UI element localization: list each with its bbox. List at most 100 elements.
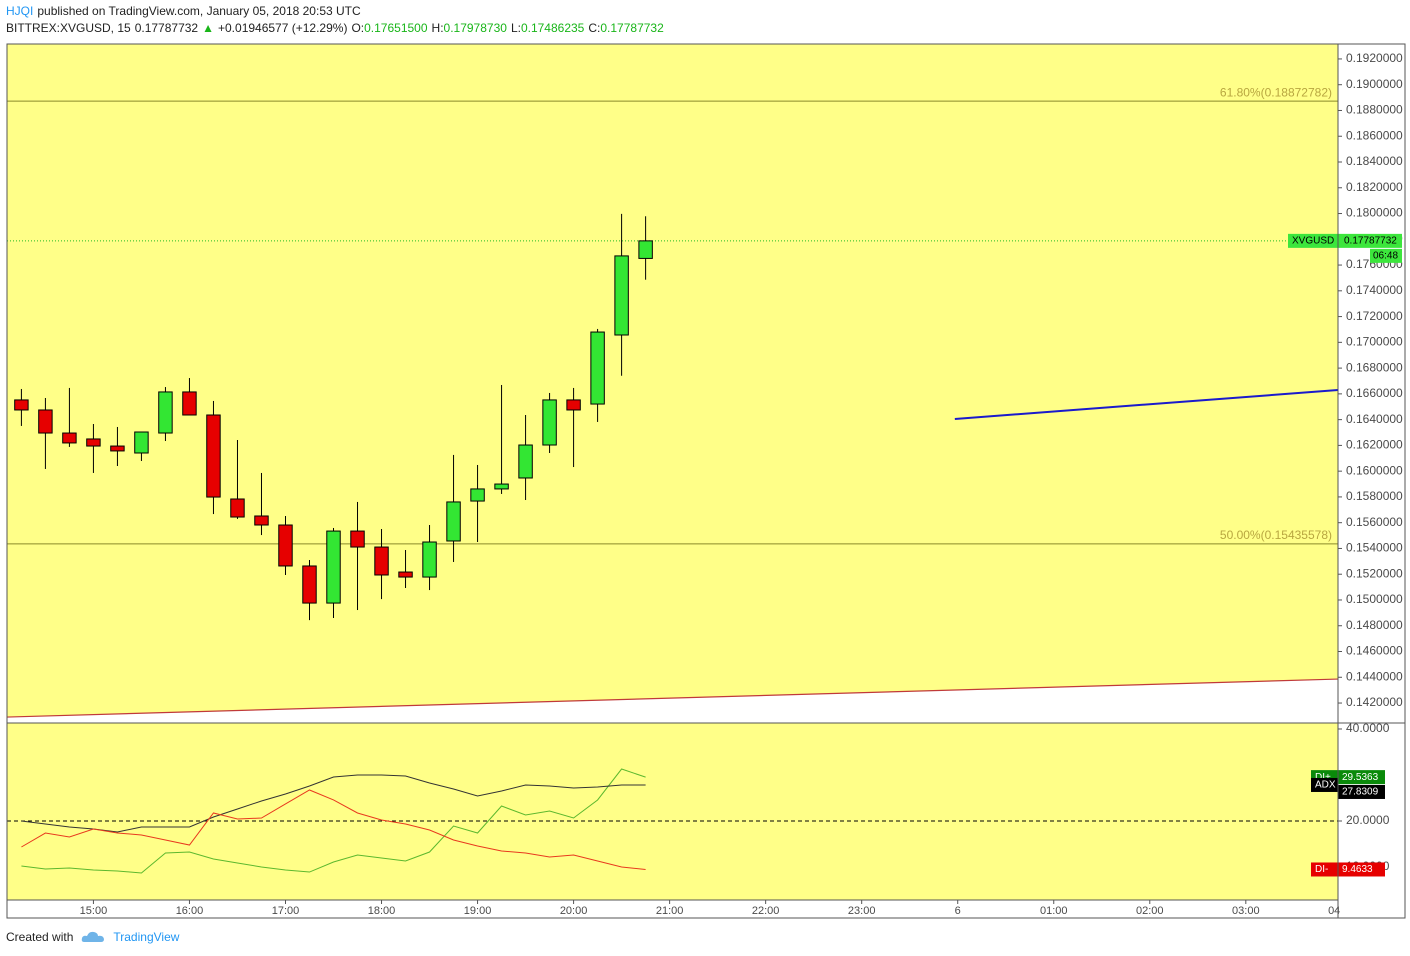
candle-body <box>278 524 293 567</box>
candle-body <box>134 431 149 454</box>
frame <box>6 43 1406 919</box>
chart: 61.80%(0.18872782) 50.00%(0.15435578) 15:… <box>6 43 1406 919</box>
series-value: 27.8309 <box>1342 787 1379 798</box>
y-tick-label: 0.1820000 <box>1346 180 1403 194</box>
last-price-name: XVGUSD <box>1292 236 1334 247</box>
l: 0.17486235 <box>520 21 585 35</box>
x-tick-label: 02:00 <box>1136 905 1164 917</box>
arrow: ▲ <box>202 21 214 35</box>
y-tick-label: 0.1560000 <box>1346 515 1403 529</box>
y-tick-label: 0.1520000 <box>1346 566 1403 580</box>
price: 0.17787732 <box>134 21 199 35</box>
l-label: L: <box>510 21 521 35</box>
y-tick-label: 0.1640000 <box>1346 412 1403 426</box>
candle-body <box>614 255 629 336</box>
series-value-badge <box>1338 862 1385 877</box>
h: 0.17978730 <box>443 21 507 35</box>
legend-entry: DI- <box>1315 864 1328 875</box>
x-tick-label: 19:00 <box>464 905 492 917</box>
x-tick-label: 16:00 <box>176 905 204 917</box>
series-name-badge <box>1311 862 1338 877</box>
x-tick-label: 6 <box>955 905 961 917</box>
symbol-line: BITTREX:XVGUSD, 15 0.17787732 ▲ +0.01946… <box>6 20 664 37</box>
candle-body <box>86 438 101 447</box>
y-tick-label: 0.1660000 <box>1346 386 1403 400</box>
x-tick-label: 15:00 <box>80 905 108 917</box>
footer: Created with TradingView <box>6 930 179 944</box>
logo <box>82 931 105 942</box>
candle-body <box>38 409 53 434</box>
c: 0.17787732 <box>600 21 664 35</box>
y-tick-label: 0.1420000 <box>1346 695 1403 709</box>
y-tick-label: 0.1580000 <box>1346 489 1403 503</box>
candle-body <box>518 444 533 479</box>
overlay: 0.1420000 0.1440000 0.1460000 0.1480000 0.15… <box>6 43 1406 919</box>
c-label: C: <box>588 21 601 35</box>
symbol: BITTREX:XVGUSD, 15 <box>6 21 131 35</box>
y-tick-label: 0.1500000 <box>1346 592 1403 606</box>
y-tick-label: 0.1720000 <box>1346 309 1403 323</box>
y-tick-label: 0.1920000 <box>1346 51 1403 65</box>
y-tick-label: 0.1800000 <box>1346 206 1403 220</box>
indicator-line <box>21 768 646 874</box>
candle-body <box>182 391 197 416</box>
legend-entry: DI+ <box>1315 772 1331 783</box>
candle-body <box>374 546 389 576</box>
author[interactable]: HJQI <box>6 4 34 18</box>
x-tick-label: 22:00 <box>752 905 780 917</box>
candle-body <box>14 399 29 411</box>
level-label: 61.80%(0.18872782) <box>1220 85 1332 99</box>
series-value: 29.5363 <box>1342 772 1379 783</box>
candle-body <box>110 445 125 452</box>
x-tick-label: 18:00 <box>368 905 396 917</box>
indicator-background <box>7 723 1338 900</box>
x-tick-label: 01:00 <box>1040 905 1068 917</box>
candle-body <box>566 399 581 411</box>
h-label: H: <box>431 21 444 35</box>
x-tick-label: 20:00 <box>560 905 588 917</box>
candle-body <box>326 530 341 604</box>
level-label: 50.00%(0.15435578) <box>1220 528 1332 542</box>
change: +0.01946577 (+12.29%) <box>218 21 348 35</box>
candle-body <box>398 571 413 578</box>
countdown-badge <box>1370 248 1402 263</box>
main-pane: 61.80%(0.18872782) 50.00%(0.15435578) <box>7 44 1338 723</box>
header: HJQI published on TradingView.com, Janua… <box>6 3 664 37</box>
trendline <box>954 389 1338 420</box>
o-label: O: <box>351 21 365 35</box>
candle-body <box>230 498 245 518</box>
y-tick-label: 40.0000 <box>1346 721 1390 735</box>
candle-body <box>638 240 653 259</box>
candle-body <box>62 432 77 444</box>
candle-body <box>254 515 269 526</box>
y-tick-label: 0.1540000 <box>1346 541 1403 555</box>
candle-body <box>302 565 317 604</box>
candle-body <box>350 530 365 548</box>
below-trend-fill <box>7 679 1338 723</box>
candle-body <box>158 391 173 434</box>
candle-body <box>470 488 485 502</box>
y-tick-label: 0.1700000 <box>1346 335 1403 349</box>
countdown: 06:48 <box>1373 251 1398 262</box>
series-value-badge <box>1338 784 1385 799</box>
y-tick-label: 0.1740000 <box>1346 283 1403 297</box>
last-price-value: 0.17787732 <box>1344 236 1397 247</box>
y-tick-label: 0.1620000 <box>1346 438 1403 452</box>
y-tick-label: 0.1900000 <box>1346 77 1403 91</box>
series-value: 9.4633 <box>1342 864 1373 875</box>
candle-body <box>590 331 605 405</box>
y-tick-label: 0.1840000 <box>1346 154 1403 168</box>
indicator-pane <box>7 723 1338 900</box>
header-line: HJQI published on TradingView.com, Janua… <box>6 3 664 20</box>
main-background <box>7 44 1338 723</box>
created-with: Created with <box>6 930 74 944</box>
trendline <box>7 678 1338 718</box>
candle-body <box>494 483 509 490</box>
candle-body <box>206 414 221 498</box>
y-tick-label: 0.1880000 <box>1346 103 1403 117</box>
indicator-line <box>21 789 646 870</box>
published: published on TradingView.com, January 05… <box>37 4 361 18</box>
y-tick-label: 20.0000 <box>1346 813 1390 827</box>
brand[interactable]: TradingView <box>113 930 180 944</box>
